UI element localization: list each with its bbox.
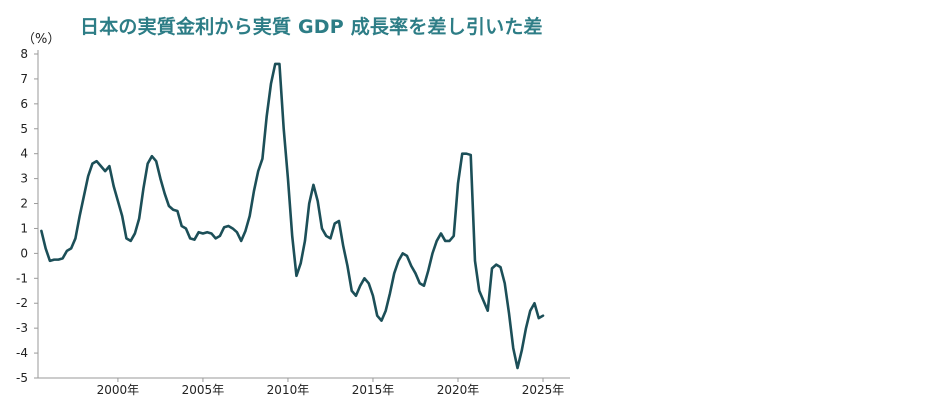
- y-axis-unit-label: （%）: [22, 32, 61, 47]
- y-tick-label: 0: [20, 246, 28, 260]
- x-tick-label: 2020年: [437, 383, 480, 397]
- y-tick-label: 6: [20, 97, 28, 111]
- y-tick-label: 7: [20, 72, 28, 86]
- x-tick-label: 2025年: [522, 383, 565, 397]
- x-tick-label: 2015年: [352, 383, 395, 397]
- y-tick-label: 4: [20, 147, 28, 161]
- x-tick-label: 2000年: [97, 383, 140, 397]
- x-tick-label: 2005年: [182, 383, 225, 397]
- series-line: [40, 62, 545, 370]
- y-tick-label: 8: [20, 47, 28, 61]
- x-tick-label: 2010年: [267, 383, 310, 397]
- y-tick-label: -1: [16, 271, 28, 285]
- y-tick-label: 2: [20, 197, 28, 211]
- y-tick-label: -2: [16, 296, 28, 310]
- y-tick-label: -4: [16, 346, 28, 360]
- y-tick-label: 1: [20, 221, 28, 235]
- y-tick-label: -3: [16, 321, 28, 335]
- y-tick-label: 5: [20, 122, 28, 136]
- chart-title: 日本の実質金利から実質 GDP 成長率を差し引いた差: [80, 16, 543, 38]
- y-tick-label: -5: [16, 371, 28, 385]
- y-tick-label: 3: [20, 172, 28, 186]
